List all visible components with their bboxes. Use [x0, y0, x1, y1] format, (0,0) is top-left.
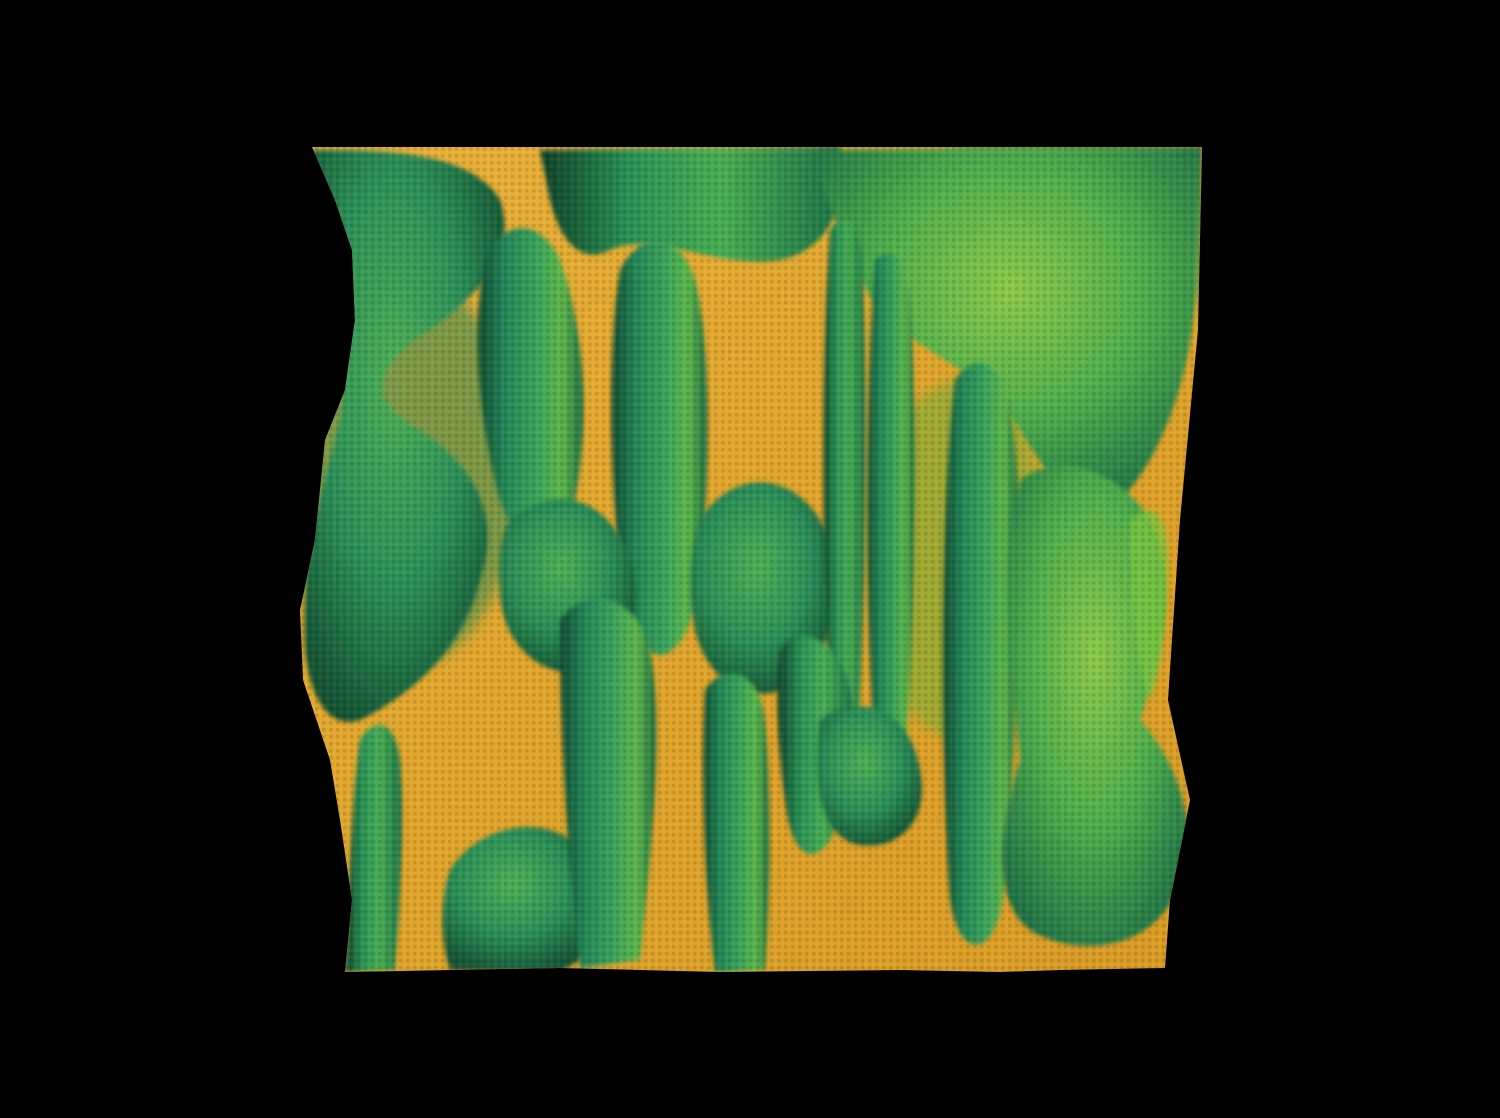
surface-group	[300, 147, 1202, 972]
